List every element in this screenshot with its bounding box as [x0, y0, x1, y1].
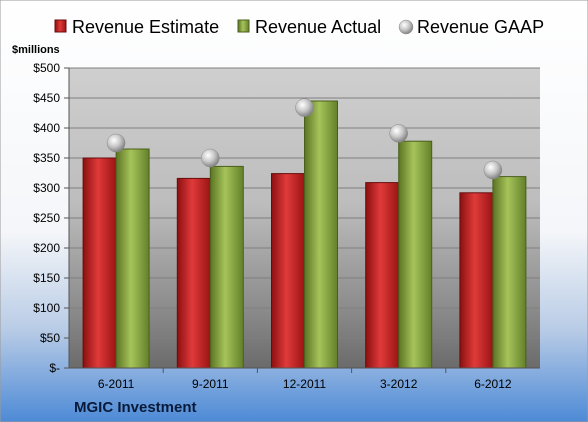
- bar-revenue-estimate: [365, 182, 400, 369]
- y-tick-label: $450: [33, 91, 60, 105]
- legend-label: Revenue GAAP: [417, 17, 544, 37]
- x-tick-label: 12-2011: [283, 377, 326, 391]
- y-tick-label: $300: [33, 181, 60, 195]
- bar-revenue-actual: [398, 140, 433, 369]
- company-name: MGIC Investment: [74, 399, 197, 416]
- bars: [82, 100, 527, 369]
- bar-revenue-estimate: [82, 157, 117, 369]
- legend-label: Revenue Estimate: [72, 17, 219, 37]
- x-tick-label: 6-2011: [98, 377, 135, 391]
- legend-label: Revenue Actual: [255, 17, 381, 37]
- y-tick-label: $200: [33, 241, 60, 255]
- x-tick-label: 6-2012: [474, 377, 512, 391]
- y-tick-label: $350: [33, 151, 60, 165]
- marker-revenue-gaap: [389, 124, 408, 143]
- x-tick-label: 9-2011: [192, 377, 229, 391]
- y-tick-label: $-: [49, 361, 60, 375]
- y-axis-ticks: $- $50 $100 $150 $200 $250 $300 $350 $400 $450 $50…: [33, 61, 70, 375]
- y-tick-label: $400: [33, 121, 60, 135]
- bar-revenue-actual: [304, 100, 338, 369]
- marker-revenue-gaap: [295, 98, 314, 117]
- legend-swatch: [54, 19, 67, 33]
- y-tick-label: $150: [33, 271, 60, 285]
- legend: Revenue Estimate Revenue Actual Revenue GA…: [54, 17, 544, 37]
- bar-revenue-actual: [492, 176, 527, 369]
- marker-revenue-gaap: [201, 148, 220, 168]
- y-tick-label: $500: [33, 61, 60, 75]
- bar-revenue-estimate: [459, 192, 494, 369]
- bar-revenue-actual: [115, 148, 150, 369]
- bar-revenue-estimate: [271, 173, 305, 369]
- y-tick-label: $100: [33, 301, 60, 315]
- y-tick-label: $50: [40, 331, 60, 345]
- marker-revenue-gaap: [106, 133, 126, 153]
- legend-swatch: [237, 19, 250, 33]
- bar-revenue-actual: [209, 165, 244, 369]
- y-tick-label: $250: [33, 211, 60, 225]
- x-tick-label: 3-2012: [380, 377, 418, 391]
- gaap-markers: [106, 98, 503, 180]
- marker-revenue-gaap: [483, 160, 503, 180]
- legend-swatch: [398, 19, 414, 35]
- x-axis-ticks: 6-2011 9-2011 12-2011 3-2012 6-2012: [69, 367, 540, 391]
- y-axis-unit-label: $millions: [12, 44, 60, 56]
- bar-revenue-estimate: [176, 177, 211, 369]
